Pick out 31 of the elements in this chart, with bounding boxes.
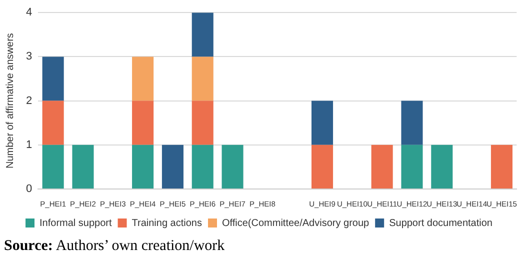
- y-tick-label: 2: [26, 94, 32, 107]
- bar: [401, 100, 423, 145]
- bar: [311, 144, 334, 188]
- bar: [162, 144, 184, 188]
- bar: [132, 144, 154, 188]
- y-tick-label: 0: [26, 183, 32, 196]
- bar: [490, 144, 512, 188]
- bar: [431, 144, 453, 188]
- source-note: Source: Authors’ own creation/work: [3, 238, 226, 255]
- bar: [72, 144, 94, 188]
- bar: [311, 100, 334, 145]
- bar: [371, 144, 393, 188]
- bar: [401, 144, 423, 188]
- legend-label: Informal support: [40, 218, 112, 229]
- bar: [192, 100, 214, 145]
- legend-label: Support documentation: [389, 218, 492, 229]
- bar: [42, 100, 64, 145]
- y-tick-label: 1: [26, 138, 32, 151]
- bar: [42, 56, 64, 101]
- bar: [192, 12, 214, 57]
- bar: [222, 144, 244, 188]
- y-axis-title: Number of affirmative answers: [4, 33, 16, 169]
- y-tick-label: 3: [26, 50, 32, 63]
- legend-label: Office(Committee/Advisory group: [222, 218, 370, 229]
- bar: [192, 56, 214, 101]
- bar: [132, 100, 154, 145]
- bar: [42, 144, 64, 188]
- legend-label: Training actions: [132, 218, 202, 229]
- y-tick-label: 4: [26, 6, 32, 19]
- bar: [192, 144, 214, 188]
- bar: [132, 56, 154, 101]
